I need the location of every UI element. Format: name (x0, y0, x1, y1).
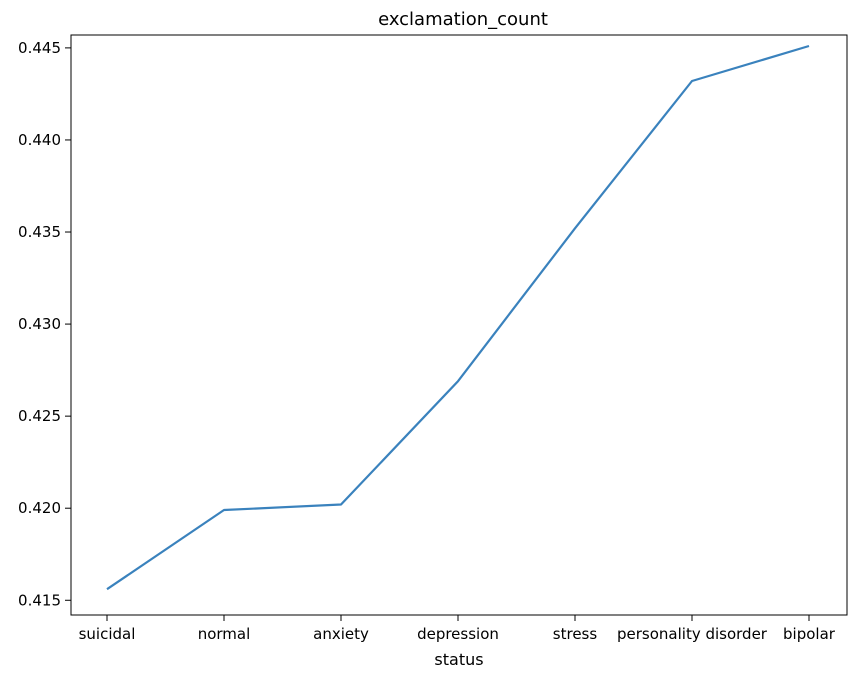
series-line (106, 44, 810, 591)
x-axis: suicidal normal anxiety depression stress per… (79, 615, 836, 643)
x-tick-label: stress (553, 625, 598, 643)
y-tick-label: 0.425 (18, 407, 61, 425)
y-tick-label: 0.420 (18, 499, 61, 517)
y-tick-label: 0.440 (18, 131, 61, 149)
chart-title: exclamation_count (378, 9, 548, 30)
x-tick-label: personality disorder (617, 625, 768, 643)
x-tick-label: anxiety (313, 625, 369, 643)
y-tick-label: 0.435 (18, 223, 61, 241)
x-tick-label: depression (417, 625, 499, 643)
plot-area-frame (70, 34, 848, 616)
y-axis: 0.415 0.420 0.425 0.430 0.435 0.440 0.445 (18, 39, 71, 609)
y-tick-label: 0.445 (18, 39, 61, 57)
x-tick-label: bipolar (783, 625, 836, 643)
x-tick-label: normal (198, 625, 251, 643)
y-tick-label: 0.430 (18, 315, 61, 333)
x-tick-label: suicidal (79, 625, 136, 643)
y-tick-label: 0.415 (18, 591, 61, 609)
x-axis-label: status (434, 650, 483, 669)
